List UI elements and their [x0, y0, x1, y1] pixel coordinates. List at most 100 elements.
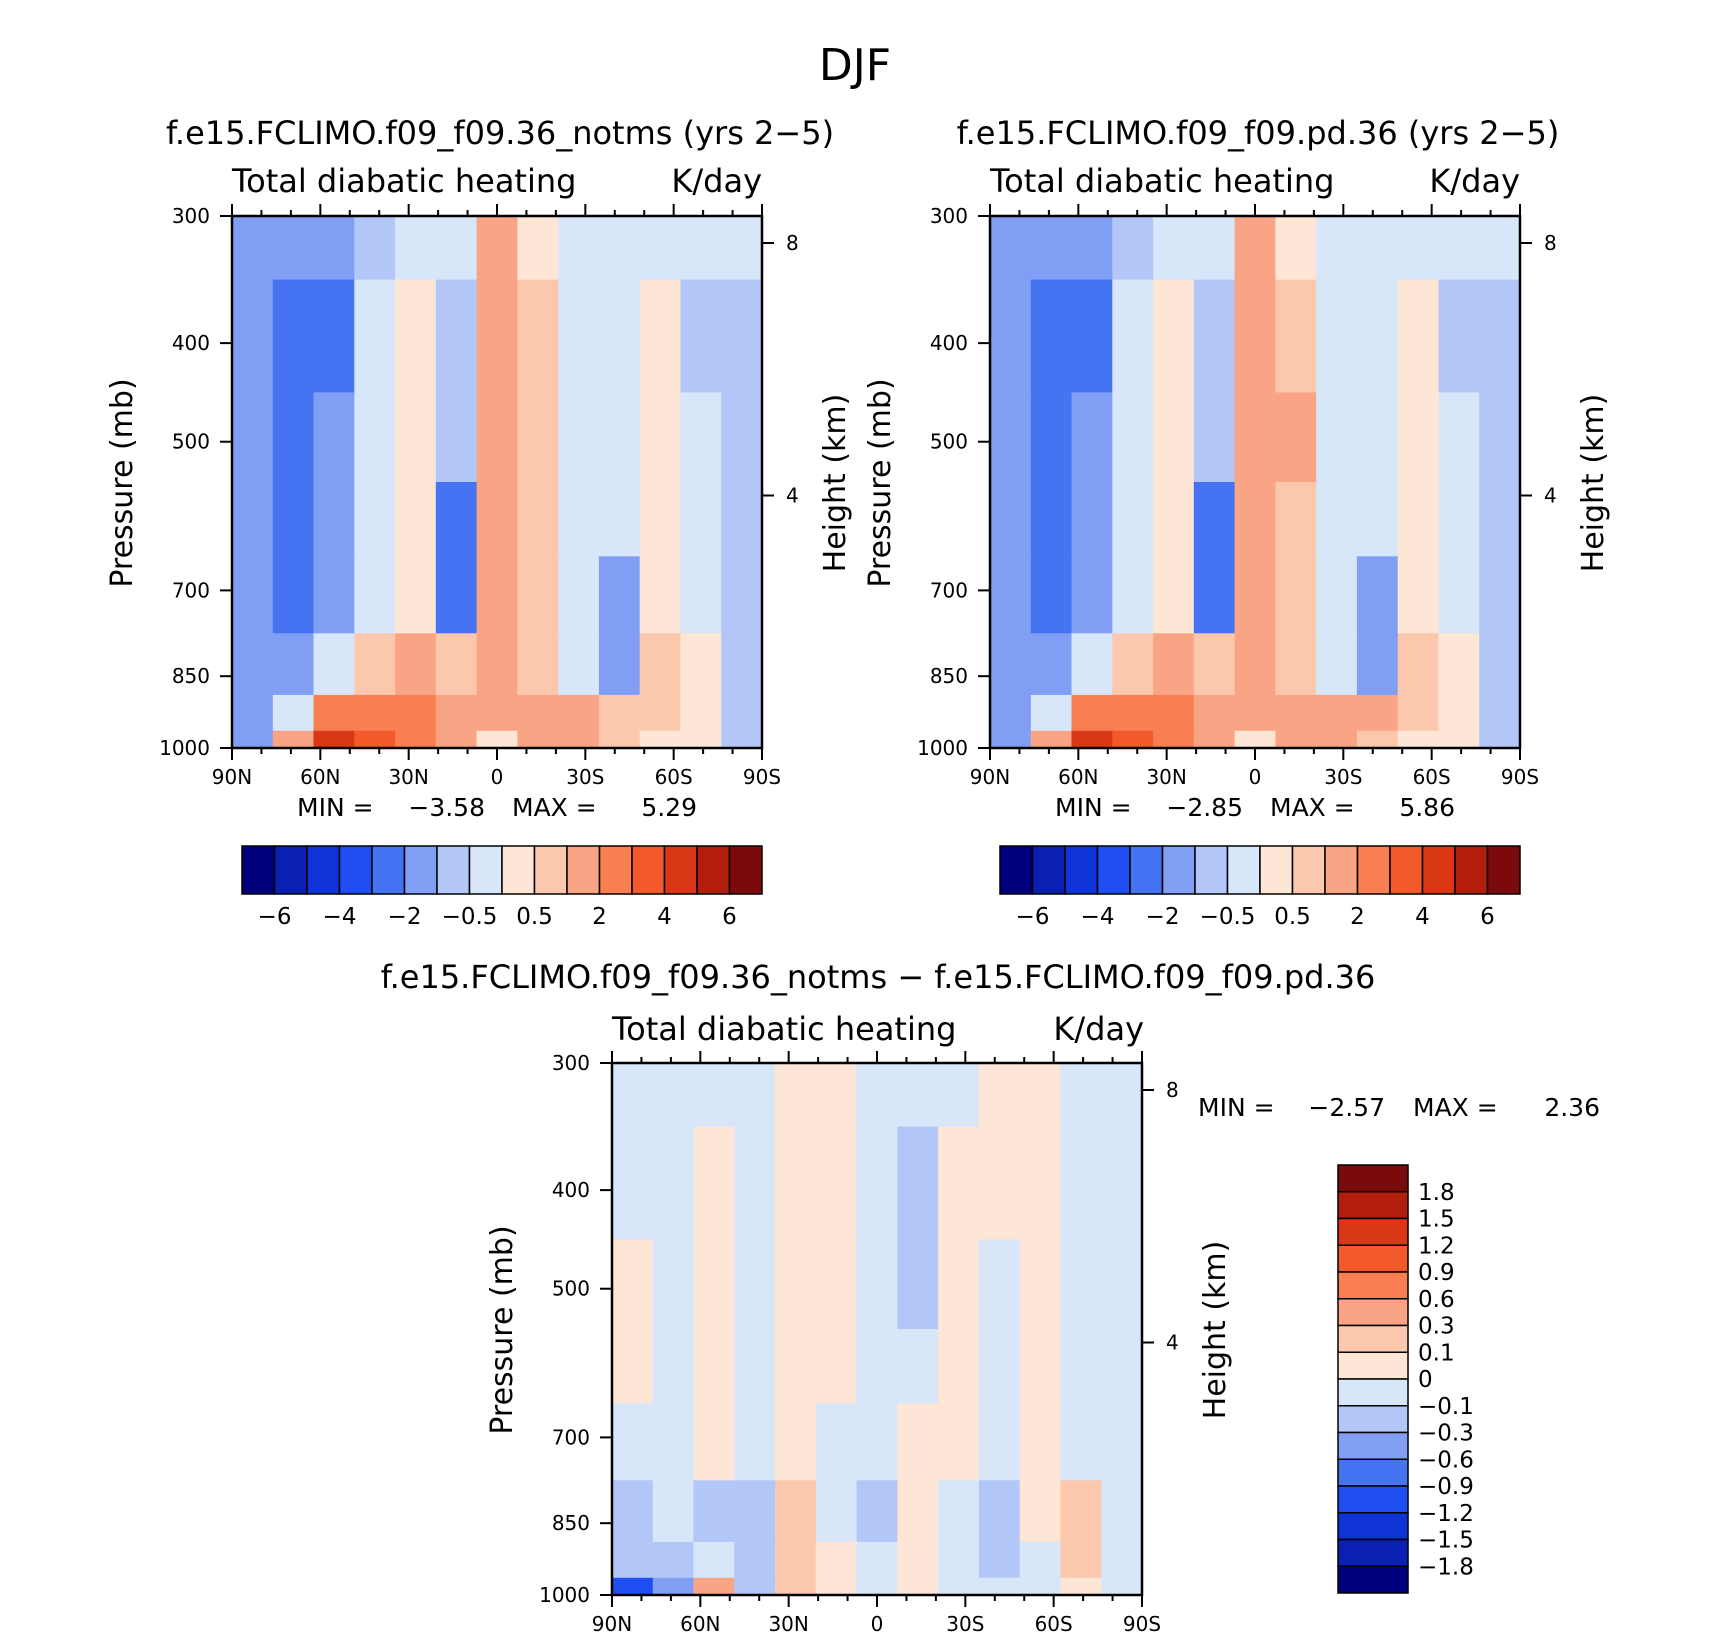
heatmap-cell	[721, 730, 763, 749]
heatmap-cell	[1397, 556, 1440, 634]
colorbar-swatch	[1337, 1351, 1409, 1380]
heatmap-cell	[1438, 556, 1480, 634]
colorbar-swatch	[1337, 1271, 1409, 1300]
heatmap-cell	[558, 279, 600, 394]
panel-1-title: f.e15.FCLIMO.f09_f09.36_notms (yrs 2−5)	[166, 114, 834, 152]
heatmap-cell	[435, 216, 478, 281]
heatmap-cell	[1060, 1329, 1102, 1404]
heatmap-cell	[1112, 694, 1154, 732]
heatmap-cell	[395, 482, 437, 557]
heatmap-cell	[652, 1541, 695, 1579]
colorbar-swatch	[999, 845, 1034, 895]
y-tick-label: 1000	[917, 736, 968, 760]
heatmap-cell	[232, 694, 274, 732]
heatmap-cell	[517, 730, 559, 749]
heatmap-cell	[990, 482, 1032, 557]
panel-3-units-label: K/day	[1053, 1010, 1144, 1048]
x-tick-label: 90N	[592, 1612, 632, 1636]
colorbar-label: −0.1	[1418, 1394, 1474, 1420]
heatmap-cell	[815, 1577, 858, 1596]
colorbar-label: 0.5	[1274, 904, 1311, 930]
heatmap-cell	[354, 730, 396, 749]
heatmap-cell	[693, 1541, 735, 1579]
heatmap-cell	[775, 1403, 817, 1481]
heatmap-cell	[313, 556, 355, 634]
colorbar-label: 6	[722, 904, 737, 930]
heatmap-cell	[721, 556, 763, 634]
heatmap-cell	[775, 1577, 817, 1596]
panel-1-min-value: −3.58	[408, 793, 485, 822]
heatmap-cell	[1234, 482, 1276, 557]
heatmap-cell	[652, 1480, 695, 1543]
heatmap-cell	[639, 730, 682, 749]
x-tick-label: 0	[871, 1612, 884, 1636]
heatmap-cell	[1438, 216, 1480, 281]
heatmap-cell	[652, 1126, 695, 1241]
y2-tick-label: 8	[1544, 231, 1557, 255]
heatmap-cell	[1479, 216, 1521, 281]
heatmap-cell	[1316, 730, 1358, 749]
heatmap-cell	[272, 279, 315, 394]
heatmap-cell	[1153, 216, 1195, 281]
colorbar-label: −0.3	[1418, 1421, 1474, 1447]
heatmap-cell	[1101, 1480, 1143, 1543]
heatmap-cell	[1112, 633, 1154, 696]
colorbar-swatch	[338, 845, 373, 895]
heatmap-cell	[395, 216, 437, 281]
heatmap-cell	[652, 1239, 695, 1330]
heatmap-cell	[1060, 1480, 1102, 1543]
heatmap-cell	[598, 279, 641, 394]
heatmap-cell	[1479, 556, 1521, 634]
panel-2-min-text: MIN =	[1055, 793, 1132, 822]
heatmap-cell	[1316, 694, 1358, 732]
heatmap-cell	[1112, 216, 1154, 281]
colorbar-swatch	[1337, 1512, 1409, 1541]
heatmap-cell	[897, 1541, 939, 1579]
panel-1-units-label: K/day	[671, 162, 762, 200]
heatmap-cell	[1193, 633, 1236, 696]
y-tick-label: 400	[930, 331, 968, 355]
heatmap-cell	[1071, 556, 1113, 634]
heatmap-cell	[639, 694, 682, 732]
panel-3-title: f.e15.FCLIMO.f09_f09.36_notms − f.e15.FC…	[381, 958, 1376, 996]
heatmap-cell	[1112, 556, 1154, 634]
heatmap-cell	[1479, 694, 1521, 732]
heatmap-cell	[990, 392, 1032, 483]
heatmap-cell	[1060, 1063, 1102, 1128]
heatmap-cell	[232, 279, 274, 394]
heatmap-cell	[856, 1480, 898, 1543]
heatmap-cell	[558, 694, 600, 732]
x-tick-label: 90S	[1501, 765, 1539, 789]
heatmap-cell	[1438, 694, 1480, 732]
colorbar-label: −1.2	[1418, 1501, 1474, 1527]
heatmap-cell	[1275, 730, 1317, 749]
heatmap-cell	[1101, 1577, 1143, 1596]
colorbar-swatch	[1337, 1405, 1409, 1434]
colorbar-swatch	[566, 845, 601, 895]
heatmap-cell	[1101, 1403, 1143, 1481]
heatmap-cell	[652, 1063, 695, 1128]
heatmap-cell	[1356, 279, 1399, 394]
heatmap-cell	[721, 482, 763, 557]
heatmap-cell	[435, 633, 478, 696]
heatmap-cell	[1275, 279, 1317, 394]
heatmap-cell	[1112, 392, 1154, 483]
heatmap-cell	[1019, 1541, 1062, 1579]
figure-title: DJF	[819, 40, 891, 91]
heatmap-cell	[517, 482, 559, 557]
colorbar-label: 1.2	[1418, 1233, 1455, 1259]
heatmap-cell	[680, 694, 722, 732]
heatmap-cell	[815, 1403, 858, 1481]
y-tick-label: 1000	[159, 736, 210, 760]
x-tick-label: 90N	[970, 765, 1010, 789]
heatmap-cell	[313, 730, 355, 749]
heatmap-cell	[1193, 482, 1236, 557]
heatmap-cell	[354, 633, 396, 696]
heatmap-cell	[978, 1541, 1021, 1579]
panel-1-heatmap	[232, 216, 763, 749]
heatmap-cell	[476, 694, 518, 732]
y-tick-label: 850	[552, 1511, 590, 1535]
heatmap-cell	[1438, 633, 1480, 696]
colorbar-swatch	[1337, 1538, 1409, 1567]
heatmap-cell	[612, 1541, 654, 1579]
